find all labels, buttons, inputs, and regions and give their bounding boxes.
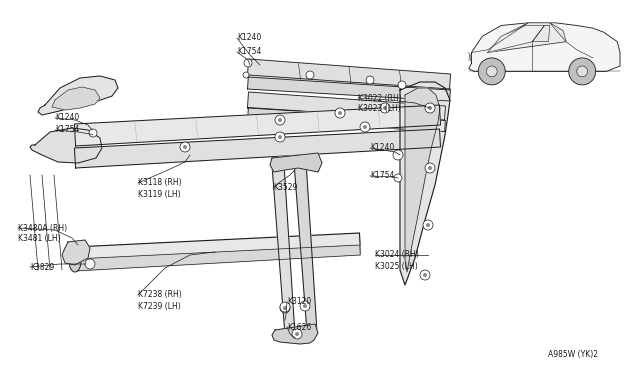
Polygon shape [270, 153, 322, 172]
Circle shape [478, 58, 505, 85]
Text: K3118 (RH): K3118 (RH) [138, 179, 182, 187]
Circle shape [275, 115, 285, 125]
Polygon shape [248, 108, 445, 131]
Polygon shape [405, 88, 440, 272]
Circle shape [278, 135, 282, 139]
Text: K1240: K1240 [370, 144, 394, 153]
Polygon shape [62, 240, 90, 265]
Circle shape [380, 103, 390, 113]
Circle shape [89, 129, 97, 137]
Polygon shape [488, 23, 566, 52]
Text: K3480A (RH): K3480A (RH) [18, 224, 67, 232]
Circle shape [275, 132, 285, 142]
Circle shape [306, 71, 314, 79]
Circle shape [363, 125, 367, 129]
Circle shape [569, 58, 596, 85]
Text: A985W (YK)2: A985W (YK)2 [548, 350, 598, 359]
Polygon shape [272, 324, 318, 344]
Circle shape [393, 150, 403, 160]
Polygon shape [30, 128, 102, 163]
Circle shape [428, 106, 432, 110]
Circle shape [280, 303, 290, 313]
Text: K1240: K1240 [55, 113, 79, 122]
Circle shape [394, 174, 402, 182]
Text: K3024 (RH): K3024 (RH) [375, 250, 419, 260]
Circle shape [85, 259, 95, 269]
Circle shape [278, 118, 282, 122]
Polygon shape [248, 59, 451, 90]
Circle shape [292, 329, 302, 339]
Text: K3481 (LH): K3481 (LH) [18, 234, 61, 244]
Polygon shape [75, 245, 360, 271]
Circle shape [360, 122, 370, 132]
Circle shape [338, 111, 342, 115]
Circle shape [423, 220, 433, 230]
Circle shape [244, 59, 252, 67]
Polygon shape [52, 87, 100, 110]
Circle shape [425, 163, 435, 173]
Polygon shape [74, 233, 360, 269]
Circle shape [303, 304, 307, 308]
Polygon shape [488, 26, 545, 52]
Circle shape [425, 103, 435, 113]
Circle shape [577, 66, 588, 77]
Text: K3025 (LH): K3025 (LH) [375, 262, 418, 270]
Circle shape [428, 166, 432, 170]
Text: K1754: K1754 [370, 171, 394, 180]
Text: K3022 (RH): K3022 (RH) [358, 93, 402, 103]
Polygon shape [468, 23, 620, 71]
Circle shape [426, 223, 430, 227]
Circle shape [335, 108, 345, 118]
Circle shape [280, 302, 290, 312]
Circle shape [283, 306, 287, 310]
Polygon shape [248, 92, 445, 120]
Circle shape [183, 145, 187, 149]
Circle shape [366, 76, 374, 84]
Text: K1240: K1240 [237, 33, 261, 42]
Circle shape [420, 270, 430, 280]
Text: K3529: K3529 [273, 183, 298, 192]
Circle shape [383, 106, 387, 110]
Polygon shape [294, 161, 317, 332]
Text: K1626: K1626 [287, 323, 311, 331]
Polygon shape [248, 75, 451, 101]
Polygon shape [74, 129, 440, 168]
Circle shape [398, 81, 406, 89]
Circle shape [423, 273, 427, 277]
Text: K3829: K3829 [30, 263, 54, 272]
Circle shape [243, 72, 249, 78]
Polygon shape [532, 26, 550, 42]
Text: K7238 (RH): K7238 (RH) [138, 291, 182, 299]
Polygon shape [74, 105, 440, 146]
Polygon shape [400, 82, 450, 285]
Text: K3120: K3120 [287, 298, 311, 307]
Circle shape [295, 332, 299, 336]
Circle shape [180, 142, 190, 152]
Circle shape [486, 66, 497, 77]
Polygon shape [550, 23, 566, 42]
Polygon shape [38, 76, 118, 115]
Text: K3023 (LH): K3023 (LH) [358, 105, 401, 113]
Text: K1754: K1754 [55, 125, 79, 135]
Ellipse shape [69, 250, 81, 272]
Circle shape [300, 301, 310, 311]
Text: K3119 (LH): K3119 (LH) [138, 189, 180, 199]
Polygon shape [272, 164, 295, 335]
Text: K7239 (LH): K7239 (LH) [138, 302, 180, 311]
Text: K1754: K1754 [237, 48, 261, 57]
